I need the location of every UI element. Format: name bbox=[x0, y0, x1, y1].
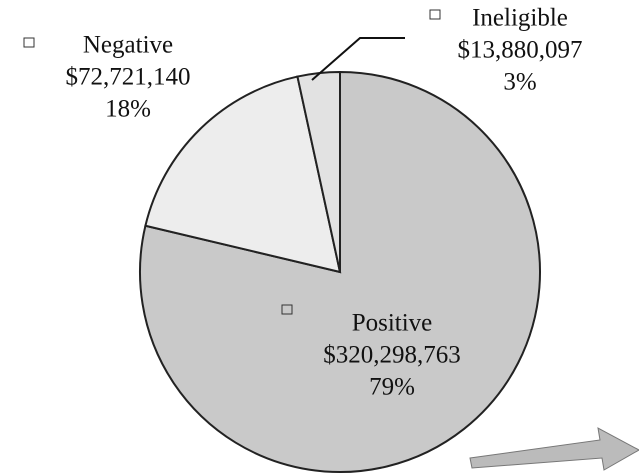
slice-value: $72,721,140 bbox=[66, 64, 191, 91]
leader-line bbox=[311, 37, 405, 81]
legend-box bbox=[429, 9, 441, 20]
slice-percent: 18% bbox=[105, 96, 151, 123]
legend-box bbox=[281, 304, 293, 315]
arrow-decoration bbox=[469, 427, 639, 471]
slice-percent: 79% bbox=[369, 374, 415, 401]
labels: Positive $320,298,763 79% Negative $72,721,1… bbox=[66, 5, 583, 401]
pie-slice bbox=[139, 70, 541, 473]
slice-name: Ineligible bbox=[472, 5, 568, 32]
slice-name: Negative bbox=[83, 32, 173, 59]
legend-box bbox=[23, 37, 35, 48]
pie bbox=[139, 70, 541, 473]
slice-percent: 3% bbox=[503, 69, 536, 96]
slice-value: $13,880,097 bbox=[458, 37, 583, 64]
slice-value: $320,298,763 bbox=[323, 342, 461, 369]
slice-name: Positive bbox=[352, 310, 433, 337]
pie-slice bbox=[144, 75, 342, 274]
